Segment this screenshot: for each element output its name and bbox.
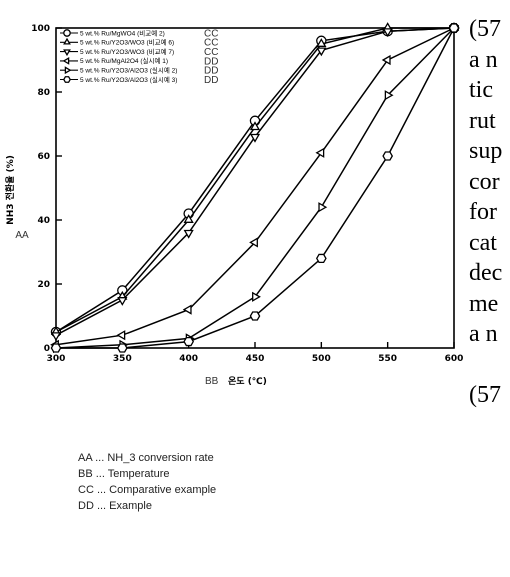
data-point [449, 24, 458, 32]
legend-marker [64, 77, 70, 83]
y-tick-label: 40 [37, 216, 50, 226]
legend-marker [64, 50, 70, 55]
legend-marker [64, 39, 70, 44]
data-point [317, 254, 326, 262]
x-axis-title: 온도 (℃) [228, 376, 267, 387]
side-text-line: me [469, 289, 510, 320]
y-tick-label: 80 [37, 88, 50, 98]
y-axis-title: NH3 전환율 (%) [4, 155, 16, 225]
y-tick-label: 60 [37, 152, 50, 162]
legend-label: 5 wt.% Ru/Y2O3/Al2O3 (실시예 3) [80, 75, 177, 84]
data-point [184, 306, 191, 314]
side-text-line: a n [469, 45, 510, 76]
legend-label: 5 wt.% Ru/Y2O3/WO3 (비교예 6) [80, 38, 174, 47]
legend-label: 5 wt.% Ru/Y2O3/Al2O3 (실시예 2) [80, 66, 177, 75]
side-text-line: dec [469, 258, 510, 289]
legend-marker [65, 67, 70, 73]
side-text-line: (57 [469, 14, 510, 45]
legend-marker [64, 58, 69, 64]
y-tick-label: 0 [44, 344, 50, 354]
side-text-line: tic [469, 75, 510, 106]
y-tick-label: 20 [37, 280, 50, 290]
y-axis-ticks: 0 20 40 60 80 100 [31, 24, 62, 354]
data-point [118, 344, 127, 352]
legend-marker [64, 30, 70, 36]
side-text-line: (57 [469, 380, 510, 411]
legend: 5 wt.% Ru/MgWO4 (비교예 2)CC5 wt.% Ru/Y2O3/… [60, 28, 218, 86]
x-tick-label: 500 [312, 354, 331, 364]
legend-tag: DD [204, 75, 218, 86]
y-axis-tag: AA [15, 230, 29, 241]
glossary: AA ... NH_3 conversion rate BB ... Tempe… [78, 450, 216, 514]
x-tick-label: 400 [179, 354, 198, 364]
side-text-column: (57 a n tic rut sup cor for cat dec me a… [469, 14, 510, 410]
side-text-line: sup [469, 136, 510, 167]
x-tick-label: 350 [113, 354, 132, 364]
legend-label: 5 wt.% Ru/MgAl2O4 (실시예 1) [80, 56, 168, 65]
data-point [383, 152, 392, 160]
side-text-line: cat [469, 228, 510, 259]
y-tick-label: 100 [31, 24, 50, 34]
x-tick-label: 600 [445, 354, 464, 364]
side-text-line: for [469, 197, 510, 228]
x-tick-label: 450 [246, 354, 265, 364]
data-point [250, 312, 259, 320]
x-tick-label: 550 [378, 354, 397, 364]
data-point [118, 331, 125, 339]
legend-label: 5 wt.% Ru/Y2O3/WO3 (비교예 7) [80, 47, 174, 56]
glossary-item: BB ... Temperature [78, 466, 216, 482]
glossary-item: DD ... Example [78, 498, 216, 514]
glossary-item: AA ... NH_3 conversion rate [78, 450, 216, 466]
side-text-line: rut [469, 106, 510, 137]
glossary-item: CC ... Comparative example [78, 482, 216, 498]
data-point [51, 344, 60, 352]
side-text-line: a n [469, 319, 510, 350]
x-axis-tag: BB [205, 376, 219, 387]
legend-label: 5 wt.% Ru/MgWO4 (비교예 2) [80, 28, 165, 37]
side-text-line: cor [469, 167, 510, 198]
x-tick-label: 300 [47, 354, 66, 364]
data-point [184, 338, 193, 346]
data-point [317, 149, 324, 157]
